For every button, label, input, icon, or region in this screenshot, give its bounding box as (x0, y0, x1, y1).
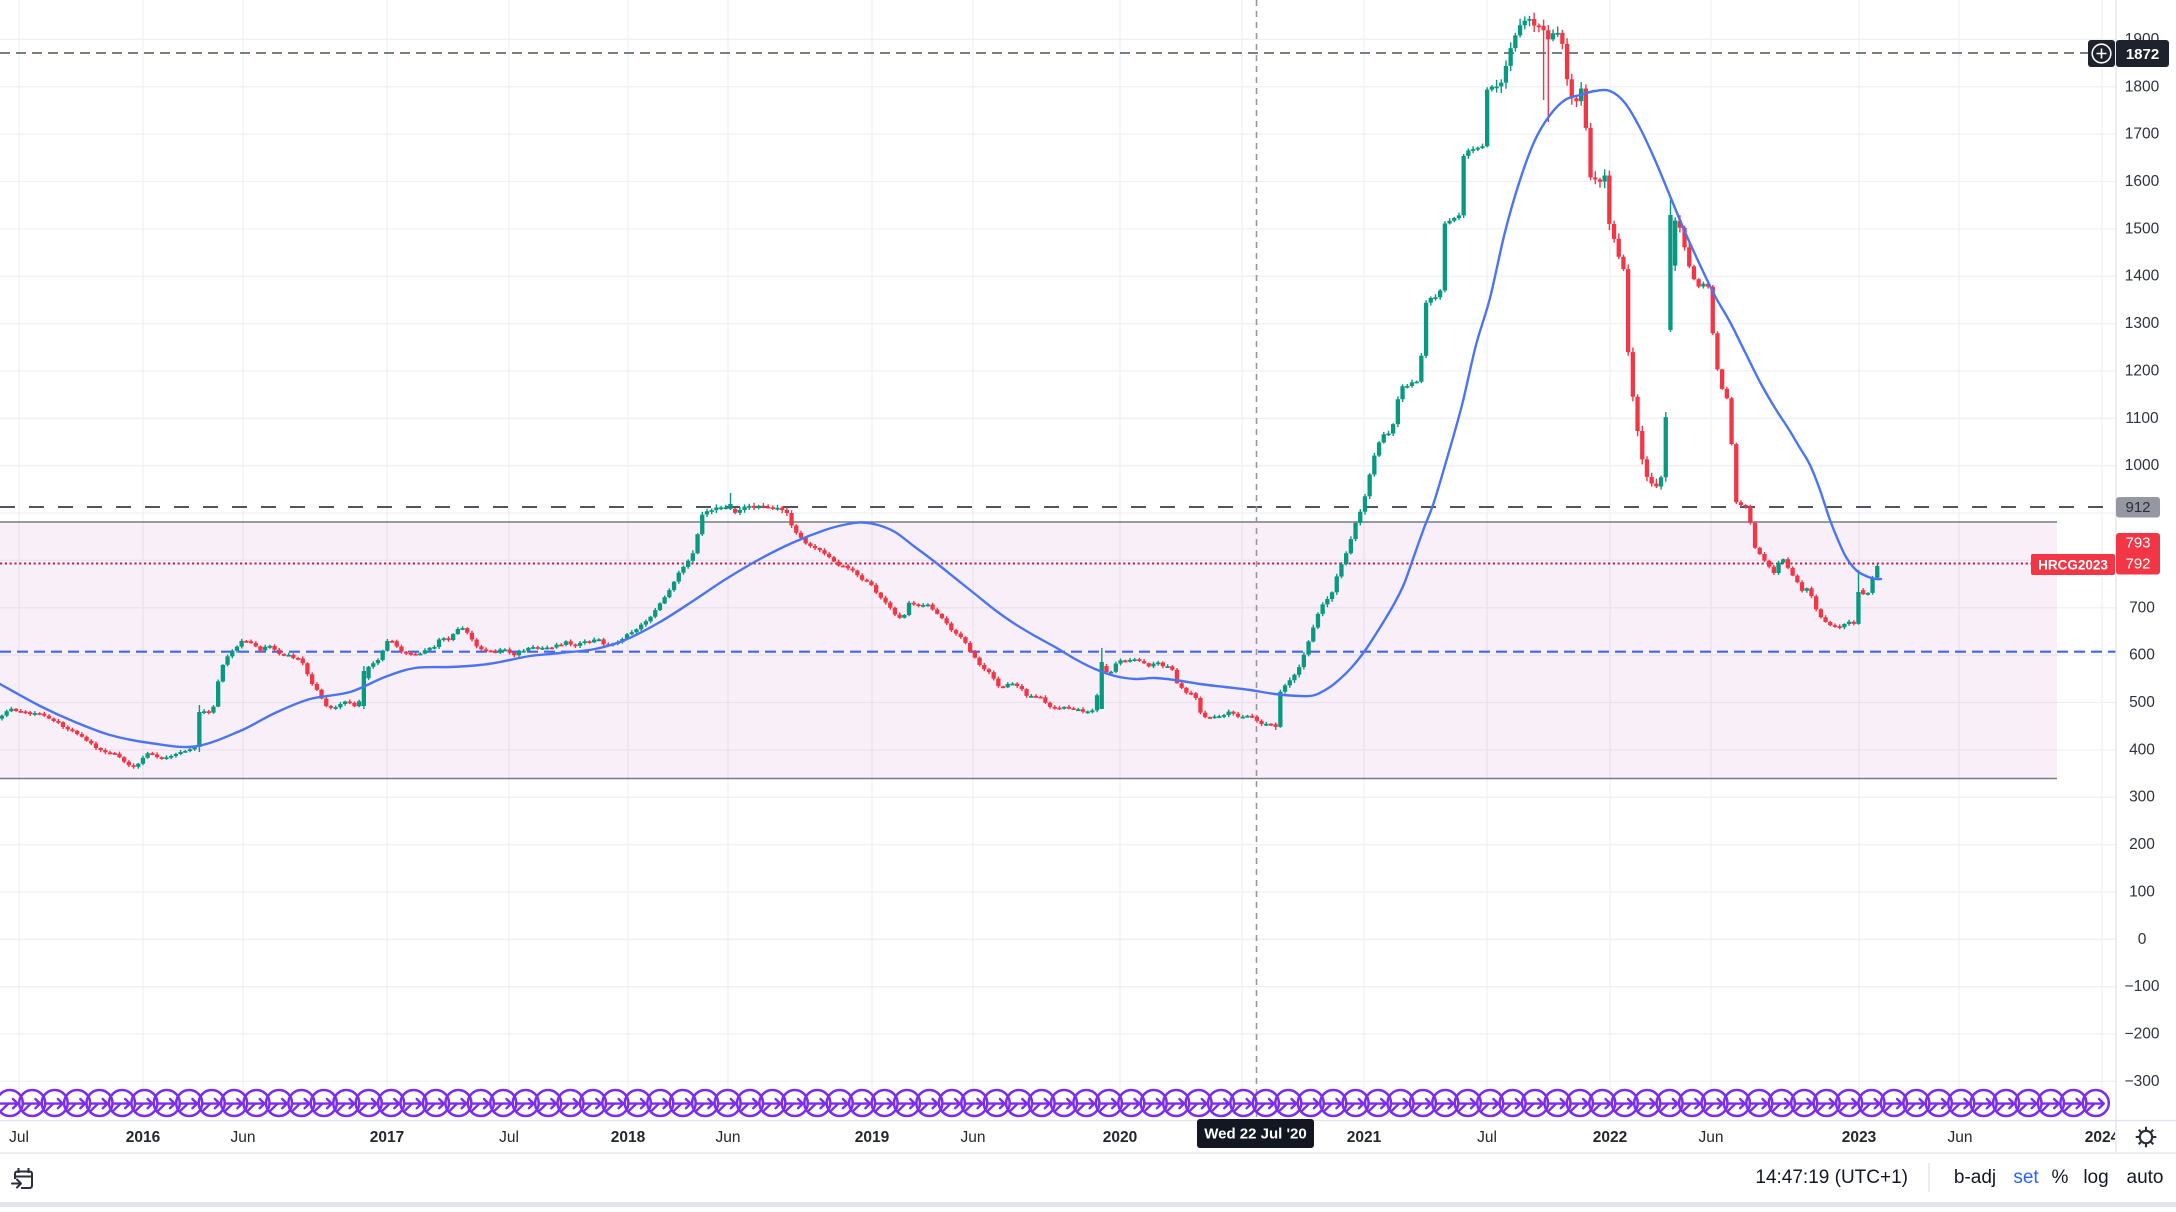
svg-text:2022: 2022 (1593, 1129, 1627, 1146)
svg-text:b-adj: b-adj (1954, 1167, 1996, 1188)
svg-text:2024: 2024 (2085, 1129, 2120, 1146)
svg-text:−300: −300 (2125, 1073, 2160, 1090)
svg-text:1400: 1400 (2125, 268, 2160, 285)
svg-text:2016: 2016 (126, 1129, 161, 1146)
svg-text:Jun: Jun (1699, 1129, 1724, 1146)
svg-text:1500: 1500 (2125, 220, 2160, 237)
svg-text:2023: 2023 (1842, 1129, 1877, 1146)
svg-text:%: % (2052, 1167, 2069, 1188)
svg-text:Jun: Jun (1948, 1129, 1973, 1146)
svg-text:2017: 2017 (370, 1129, 404, 1146)
svg-text:400: 400 (2129, 741, 2155, 758)
svg-text:200: 200 (2129, 836, 2155, 853)
svg-text:HRCG2023: HRCG2023 (2038, 558, 2108, 573)
svg-text:set: set (2013, 1167, 2039, 1188)
svg-text:Jul: Jul (1477, 1129, 1497, 1146)
svg-text:−100: −100 (2125, 978, 2160, 995)
svg-text:793: 793 (2125, 535, 2150, 552)
svg-text:700: 700 (2129, 599, 2155, 616)
svg-text:300: 300 (2129, 789, 2155, 806)
svg-text:Jul: Jul (499, 1129, 519, 1146)
svg-text:100: 100 (2129, 884, 2155, 901)
svg-text:1872: 1872 (2126, 46, 2159, 63)
svg-text:1200: 1200 (2125, 362, 2160, 379)
svg-text:1000: 1000 (2125, 457, 2160, 474)
svg-text:1600: 1600 (2125, 173, 2160, 190)
svg-text:Jun: Jun (961, 1129, 986, 1146)
svg-text:1700: 1700 (2125, 126, 2160, 143)
svg-text:log: log (2083, 1167, 2108, 1188)
svg-text:auto: auto (2127, 1167, 2164, 1188)
svg-text:2019: 2019 (855, 1129, 890, 1146)
svg-text:Jun: Jun (231, 1129, 256, 1146)
svg-text:14:47:19 (UTC+1): 14:47:19 (UTC+1) (1755, 1167, 1908, 1188)
svg-text:2021: 2021 (1347, 1129, 1382, 1146)
svg-text:Wed 22 Jul '20: Wed 22 Jul '20 (1204, 1126, 1307, 1143)
svg-text:792: 792 (2125, 556, 2150, 573)
svg-text:Jul: Jul (9, 1129, 29, 1146)
svg-text:500: 500 (2129, 694, 2155, 711)
svg-text:912: 912 (2125, 499, 2150, 516)
svg-text:1100: 1100 (2125, 410, 2159, 427)
svg-text:−200: −200 (2125, 1026, 2160, 1043)
svg-text:Jun: Jun (716, 1129, 741, 1146)
svg-text:1800: 1800 (2125, 78, 2160, 95)
svg-text:1300: 1300 (2125, 315, 2160, 332)
svg-text:600: 600 (2129, 647, 2155, 664)
svg-text:2020: 2020 (1103, 1129, 1137, 1146)
svg-text:2018: 2018 (611, 1129, 646, 1146)
svg-text:0: 0 (2138, 931, 2147, 948)
